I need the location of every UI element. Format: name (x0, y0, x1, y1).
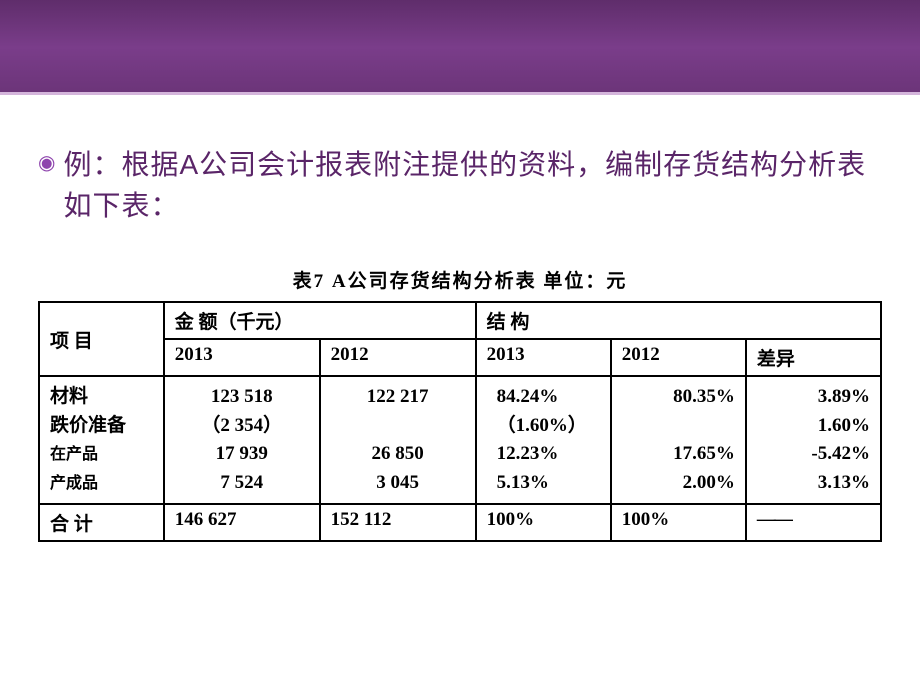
slide-header-bar (0, 0, 920, 95)
provision-diff: 1.60% (818, 415, 870, 436)
total-str-2013: 100% (476, 504, 611, 541)
total-diff: —— (746, 504, 881, 541)
provision-amt-2013: （2 354） (201, 415, 282, 436)
diff-cells: 3.89% 1.60% -5.42% 3.13% (746, 376, 881, 504)
header-str-2013: 2013 (476, 339, 611, 376)
header-item: 项 目 (39, 302, 164, 376)
wip-amt-2013: 17 939 (216, 443, 268, 464)
finished-str-2012: 2.00% (683, 472, 735, 493)
materials-str-2013: 84.24% (497, 386, 559, 407)
table-header-row-1: 项 目 金 额（千元） 结 构 (39, 302, 881, 339)
amt-2012-cells: 122 217 26 850 3 045 (320, 376, 476, 504)
amt-2013-cells: 123 518 （2 354） 17 939 7 524 (164, 376, 320, 504)
slide-content: ◉ 例：根据A公司会计报表附注提供的资料，编制存货结构分析表如下表： 表7 A公… (0, 95, 920, 542)
label-wip: 在产品 (50, 446, 98, 463)
provision-str-2013: （1.60%） (497, 415, 587, 436)
label-finished: 产成品 (50, 475, 98, 492)
item-labels: 材料 跌价准备 在产品 产成品 (39, 376, 164, 504)
header-str-2012: 2012 (611, 339, 746, 376)
table-title: 表7 A公司存货结构分析表 单位：元 (38, 266, 882, 293)
table-total-row: 合 计 146 627 152 112 100% 100% —— (39, 504, 881, 541)
finished-str-2013: 5.13% (497, 472, 549, 493)
materials-amt-2013: 123 518 (211, 386, 273, 407)
inventory-analysis-table: 项 目 金 额（千元） 结 构 2013 2012 2013 2012 差异 材… (38, 301, 882, 542)
finished-amt-2012: 3 045 (376, 472, 419, 493)
finished-diff: 3.13% (818, 472, 870, 493)
total-amt-2013: 146 627 (164, 504, 320, 541)
total-label: 合 计 (39, 504, 164, 541)
str-2013-cells: 84.24% （1.60%） 12.23% 5.13% (476, 376, 611, 504)
header-amt-2013: 2013 (164, 339, 320, 376)
materials-str-2012: 80.35% (673, 386, 735, 407)
materials-diff: 3.89% (818, 386, 870, 407)
label-provision: 跌价准备 (50, 415, 126, 436)
bullet-icon: ◉ (38, 150, 55, 175)
materials-amt-2012: 122 217 (367, 386, 429, 407)
bullet-point: ◉ 例：根据A公司会计报表附注提供的资料，编制存货结构分析表如下表： (38, 145, 882, 226)
wip-str-2013: 12.23% (497, 443, 559, 464)
bullet-text: 例：根据A公司会计报表附注提供的资料，编制存货结构分析表如下表： (63, 145, 882, 226)
table-header-row-2: 2013 2012 2013 2012 差异 (39, 339, 881, 376)
header-structure: 结 构 (476, 302, 881, 339)
wip-amt-2012: 26 850 (371, 443, 423, 464)
wip-str-2012: 17.65% (673, 443, 735, 464)
total-amt-2012: 152 112 (320, 504, 476, 541)
wip-diff: -5.42% (811, 443, 870, 464)
total-str-2012: 100% (611, 504, 746, 541)
label-materials: 材料 (50, 386, 88, 407)
finished-amt-2013: 7 524 (220, 472, 263, 493)
table-data-rows: 材料 跌价准备 在产品 产成品 123 518 （2 354） 17 939 7… (39, 376, 881, 504)
header-amount: 金 额（千元） (164, 302, 476, 339)
header-diff: 差异 (746, 339, 881, 376)
str-2012-cells: 80.35% 17.65% 2.00% (611, 376, 746, 504)
header-amt-2012: 2012 (320, 339, 476, 376)
